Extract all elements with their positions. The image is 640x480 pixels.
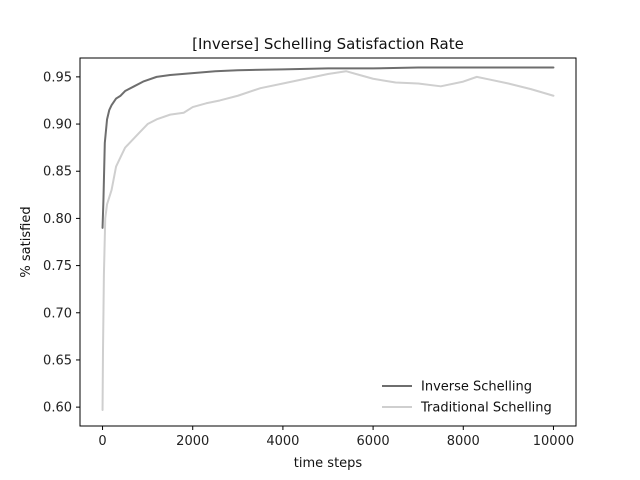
legend: Inverse Schelling Traditional Schelling: [372, 370, 570, 420]
y-tick-label: 0.60: [43, 401, 72, 416]
y-axis-label: % satisfied: [19, 206, 34, 277]
y-tick-label: 0.70: [43, 306, 72, 321]
x-axis-label: time steps: [294, 456, 363, 471]
y-tick-label: 0.65: [43, 353, 72, 368]
x-axis: 0 2000 4000 6000 8000 10000: [98, 426, 574, 449]
legend-entry-label: Inverse Schelling: [421, 380, 532, 395]
legend-box: [372, 370, 570, 420]
x-tick-label: 6000: [357, 434, 390, 449]
y-tick-label: 0.95: [43, 70, 72, 85]
x-tick-label: 8000: [447, 434, 480, 449]
chart-title: [Inverse] Schelling Satisfaction Rate: [192, 35, 464, 53]
series-line-inverse-schelling: [101, 66, 555, 229]
y-tick-label: 0.80: [43, 212, 72, 227]
series-line-traditional-schelling: [101, 70, 555, 411]
plot-area: [101, 66, 555, 411]
x-tick-label: 4000: [266, 434, 299, 449]
legend-entry-label: Traditional Schelling: [420, 401, 552, 416]
x-tick-label: 2000: [176, 434, 209, 449]
y-tick-label: 0.75: [43, 259, 72, 274]
x-tick-label: 10000: [533, 434, 574, 449]
y-tick-label: 0.85: [43, 165, 72, 180]
plot-frame: [79, 57, 577, 427]
x-tick-label: 0: [98, 434, 106, 449]
y-axis: 0.60 0.65 0.70 0.75 0.80 0.85 0.90 0.95: [43, 70, 80, 416]
y-tick-label: 0.90: [43, 118, 72, 133]
